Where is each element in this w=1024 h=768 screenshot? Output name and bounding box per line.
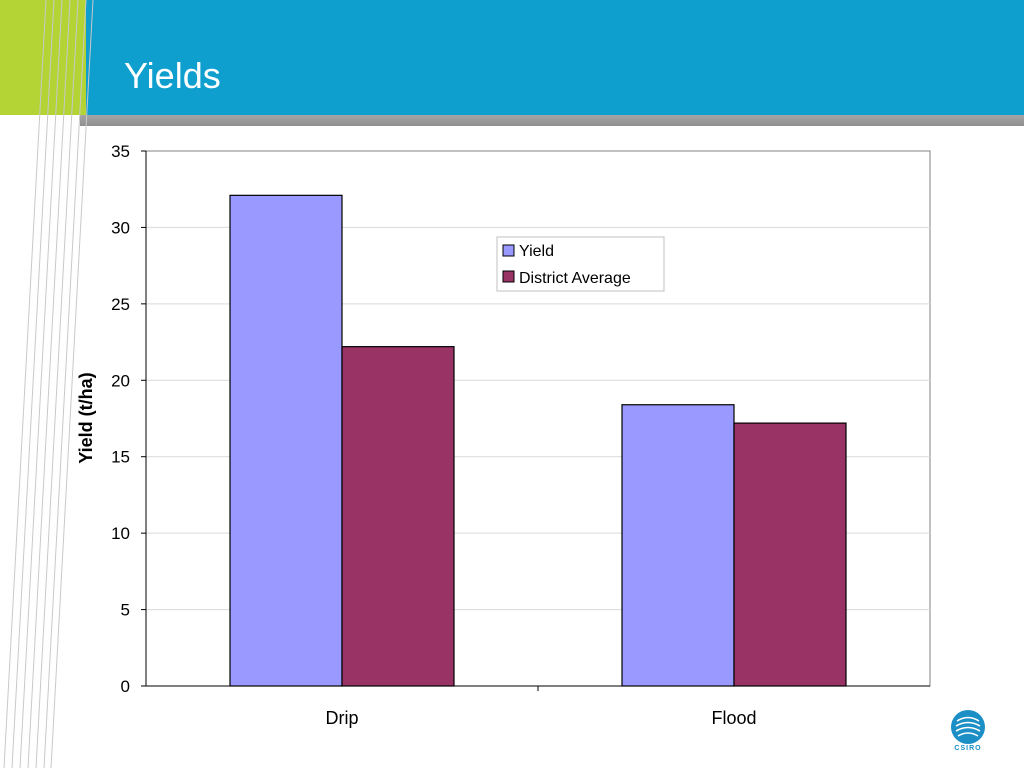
y-tick-label: 5 (121, 601, 130, 620)
x-tick-label: Drip (325, 708, 358, 728)
bar-drip-district-average (341, 346, 455, 687)
x-tick-label: Flood (711, 708, 756, 728)
y-tick-label: 35 (111, 142, 130, 161)
legend-label-yield: Yield (519, 243, 554, 260)
logo-wordmark: CSIRO (954, 745, 982, 752)
bar-flood-district-average (733, 422, 847, 687)
bar-flood-yield (621, 404, 735, 687)
y-tick-label: 30 (111, 218, 130, 237)
y-axis-title: Yield (t/ha) (76, 372, 96, 463)
legend: Yield District Average (496, 236, 665, 292)
y-tick-label: 0 (121, 677, 130, 696)
y-tick-label: 15 (111, 448, 130, 467)
slide-title: Yields (124, 55, 221, 96)
legend-swatch-yield (502, 244, 515, 257)
header-divider (80, 115, 1024, 126)
legend-label-district-average: District Average (519, 270, 631, 287)
decorative-lines (3, 0, 94, 768)
header-band (0, 0, 1024, 115)
y-tick-label: 20 (111, 371, 130, 390)
bar-drip-yield (229, 194, 343, 687)
y-tick-label: 10 (111, 524, 130, 543)
y-tick-label: 25 (111, 295, 130, 314)
legend-swatch-district-average (502, 270, 515, 283)
legend-box (496, 236, 665, 292)
csiro-logo-icon (951, 710, 985, 744)
